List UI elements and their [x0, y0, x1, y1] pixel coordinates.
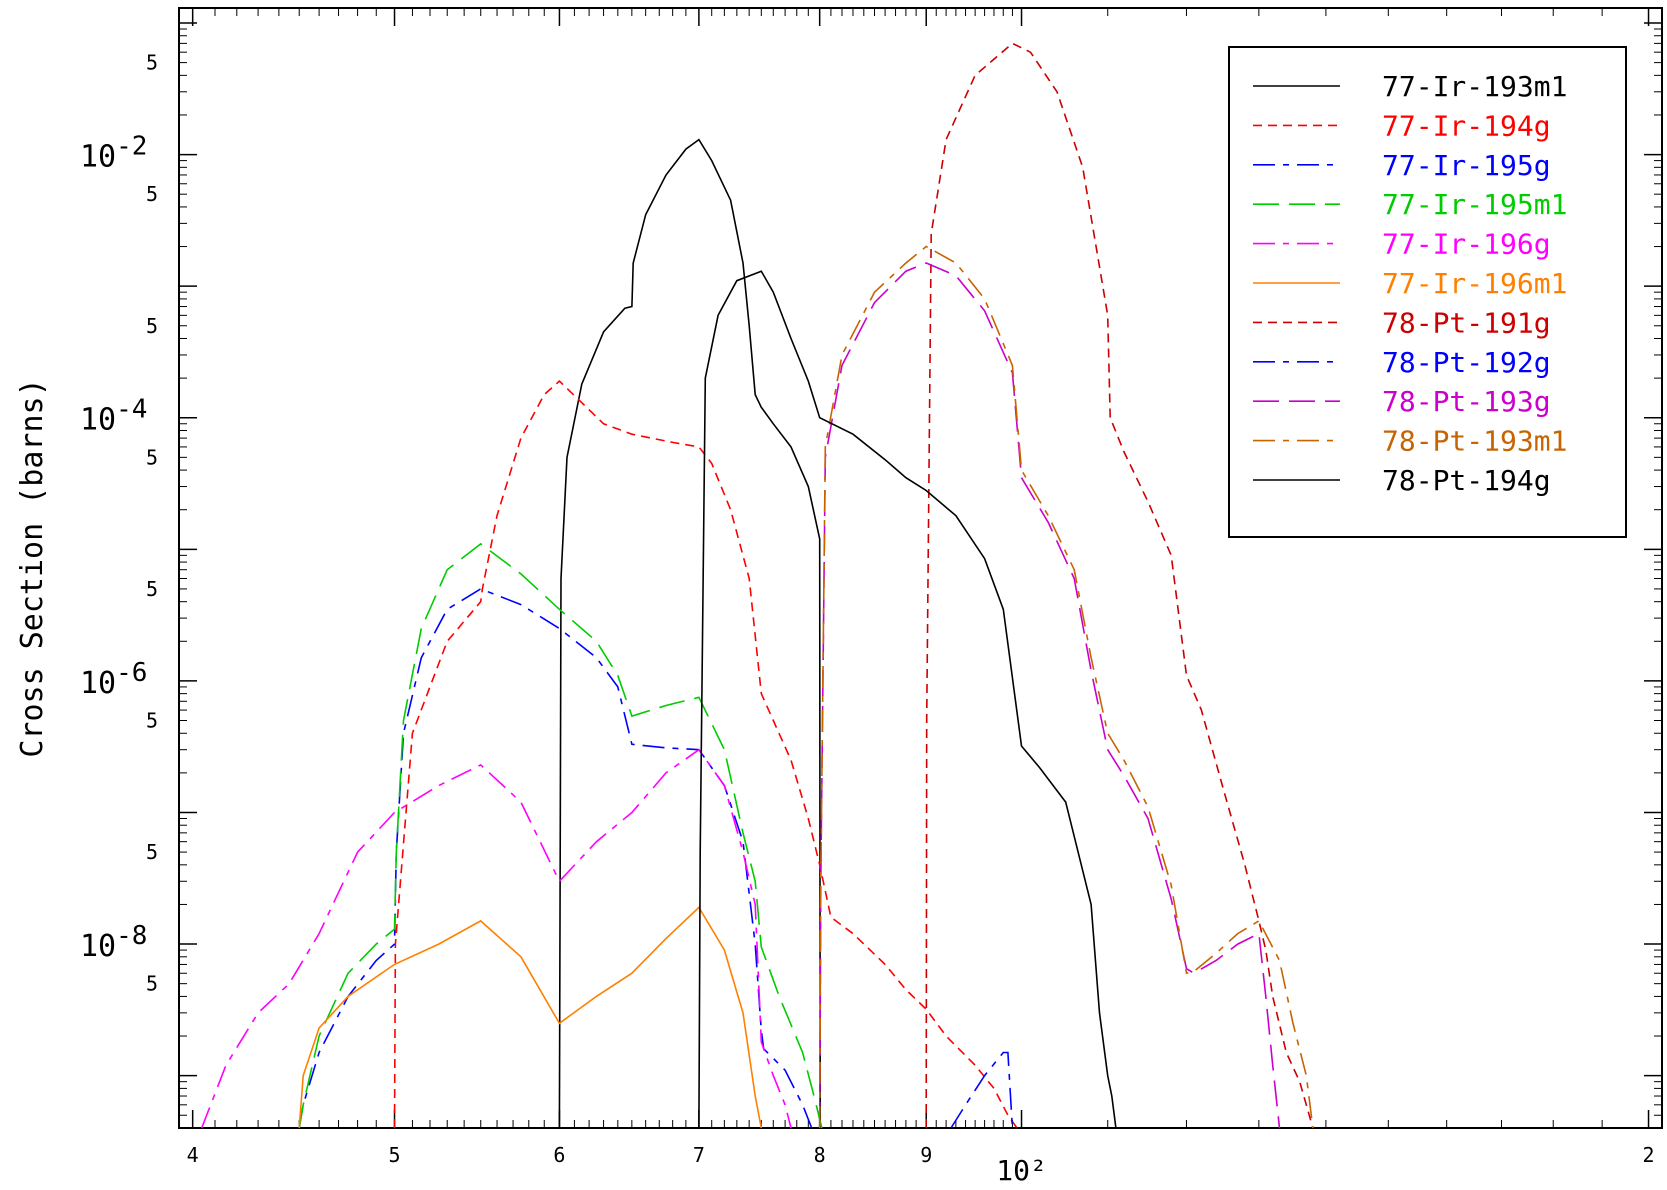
y-tick-label: 5: [146, 445, 158, 469]
series-line-77-ir-195m1: [298, 542, 823, 1129]
legend-box: [1228, 46, 1627, 538]
y-tick-label: 5: [146, 577, 158, 601]
legend-label: 78-Pt-193g: [1382, 385, 1551, 418]
series-line-78-pt-194g: [698, 270, 1117, 1129]
y-tick-label: 5: [146, 840, 158, 864]
x-tick-label: 8: [814, 1143, 826, 1167]
y-axis-ticks: 5 10-2 5 5 10-4 5 5 10-6 5 5 10-8 5: [80, 22, 1662, 1129]
series-line-78-pt-193g: [818, 262, 1281, 1129]
y-axis-title: Cross Section (barns): [15, 378, 50, 757]
legend-label: 78-Pt-193m1: [1382, 425, 1567, 458]
series-line-77-ir-193m1: [558, 138, 821, 1129]
legend-label: 78-Pt-194g: [1382, 464, 1551, 497]
x-tick-label: 10²: [996, 1154, 1047, 1187]
x-tick-label: 2: [1643, 1143, 1655, 1167]
x-tick-label: 4: [187, 1143, 199, 1167]
legend-label: 77-Ir-194g: [1382, 109, 1551, 142]
y-tick-label: 5: [146, 314, 158, 338]
y-tick-label: 5: [146, 709, 158, 733]
legend-label: 78-Pt-191g: [1382, 306, 1551, 339]
series-line-77-ir-196g: [200, 748, 792, 1129]
legend-label: 77-Ir-196m1: [1382, 267, 1567, 300]
x-tick-label: 6: [553, 1143, 565, 1167]
x-tick-label: 7: [693, 1143, 705, 1167]
plot-frame: [178, 7, 1663, 1129]
series-line-78-pt-193m1: [818, 245, 1314, 1129]
series-line-77-ir-196m1: [298, 906, 763, 1129]
series-layer: [200, 42, 1314, 1129]
legend-label: 77-Ir-195g: [1382, 149, 1551, 182]
legend-label: 77-Ir-196g: [1382, 228, 1551, 261]
y-tick-label: 10-8: [80, 921, 147, 964]
series-line-77-ir-194g: [393, 380, 1018, 1129]
series-line-77-ir-195g: [298, 588, 813, 1129]
y-tick-label: 10-4: [80, 395, 147, 438]
y-tick-label: 5: [146, 972, 158, 996]
y-tick-label: 10-2: [80, 132, 147, 175]
x-tick-label: 5: [388, 1143, 400, 1167]
series-line-78-pt-192g: [950, 1051, 1014, 1129]
legend-label: 77-Ir-195m1: [1382, 188, 1567, 221]
y-tick-label: 5: [146, 51, 158, 75]
legend-label: 78-Pt-192g: [1382, 346, 1551, 379]
legend-label: 77-Ir-193m1: [1382, 70, 1567, 103]
x-tick-label: 9: [920, 1143, 932, 1167]
y-tick-label: 10-6: [80, 658, 147, 701]
legend: 77-Ir-193m1 77-Ir-194g 77-Ir-195g 77-Ir-195…: [1228, 46, 1627, 538]
y-tick-label: 5: [146, 182, 158, 206]
x-axis-ticks: 4 5 6 7 8 9 10² 2: [187, 8, 1655, 1187]
